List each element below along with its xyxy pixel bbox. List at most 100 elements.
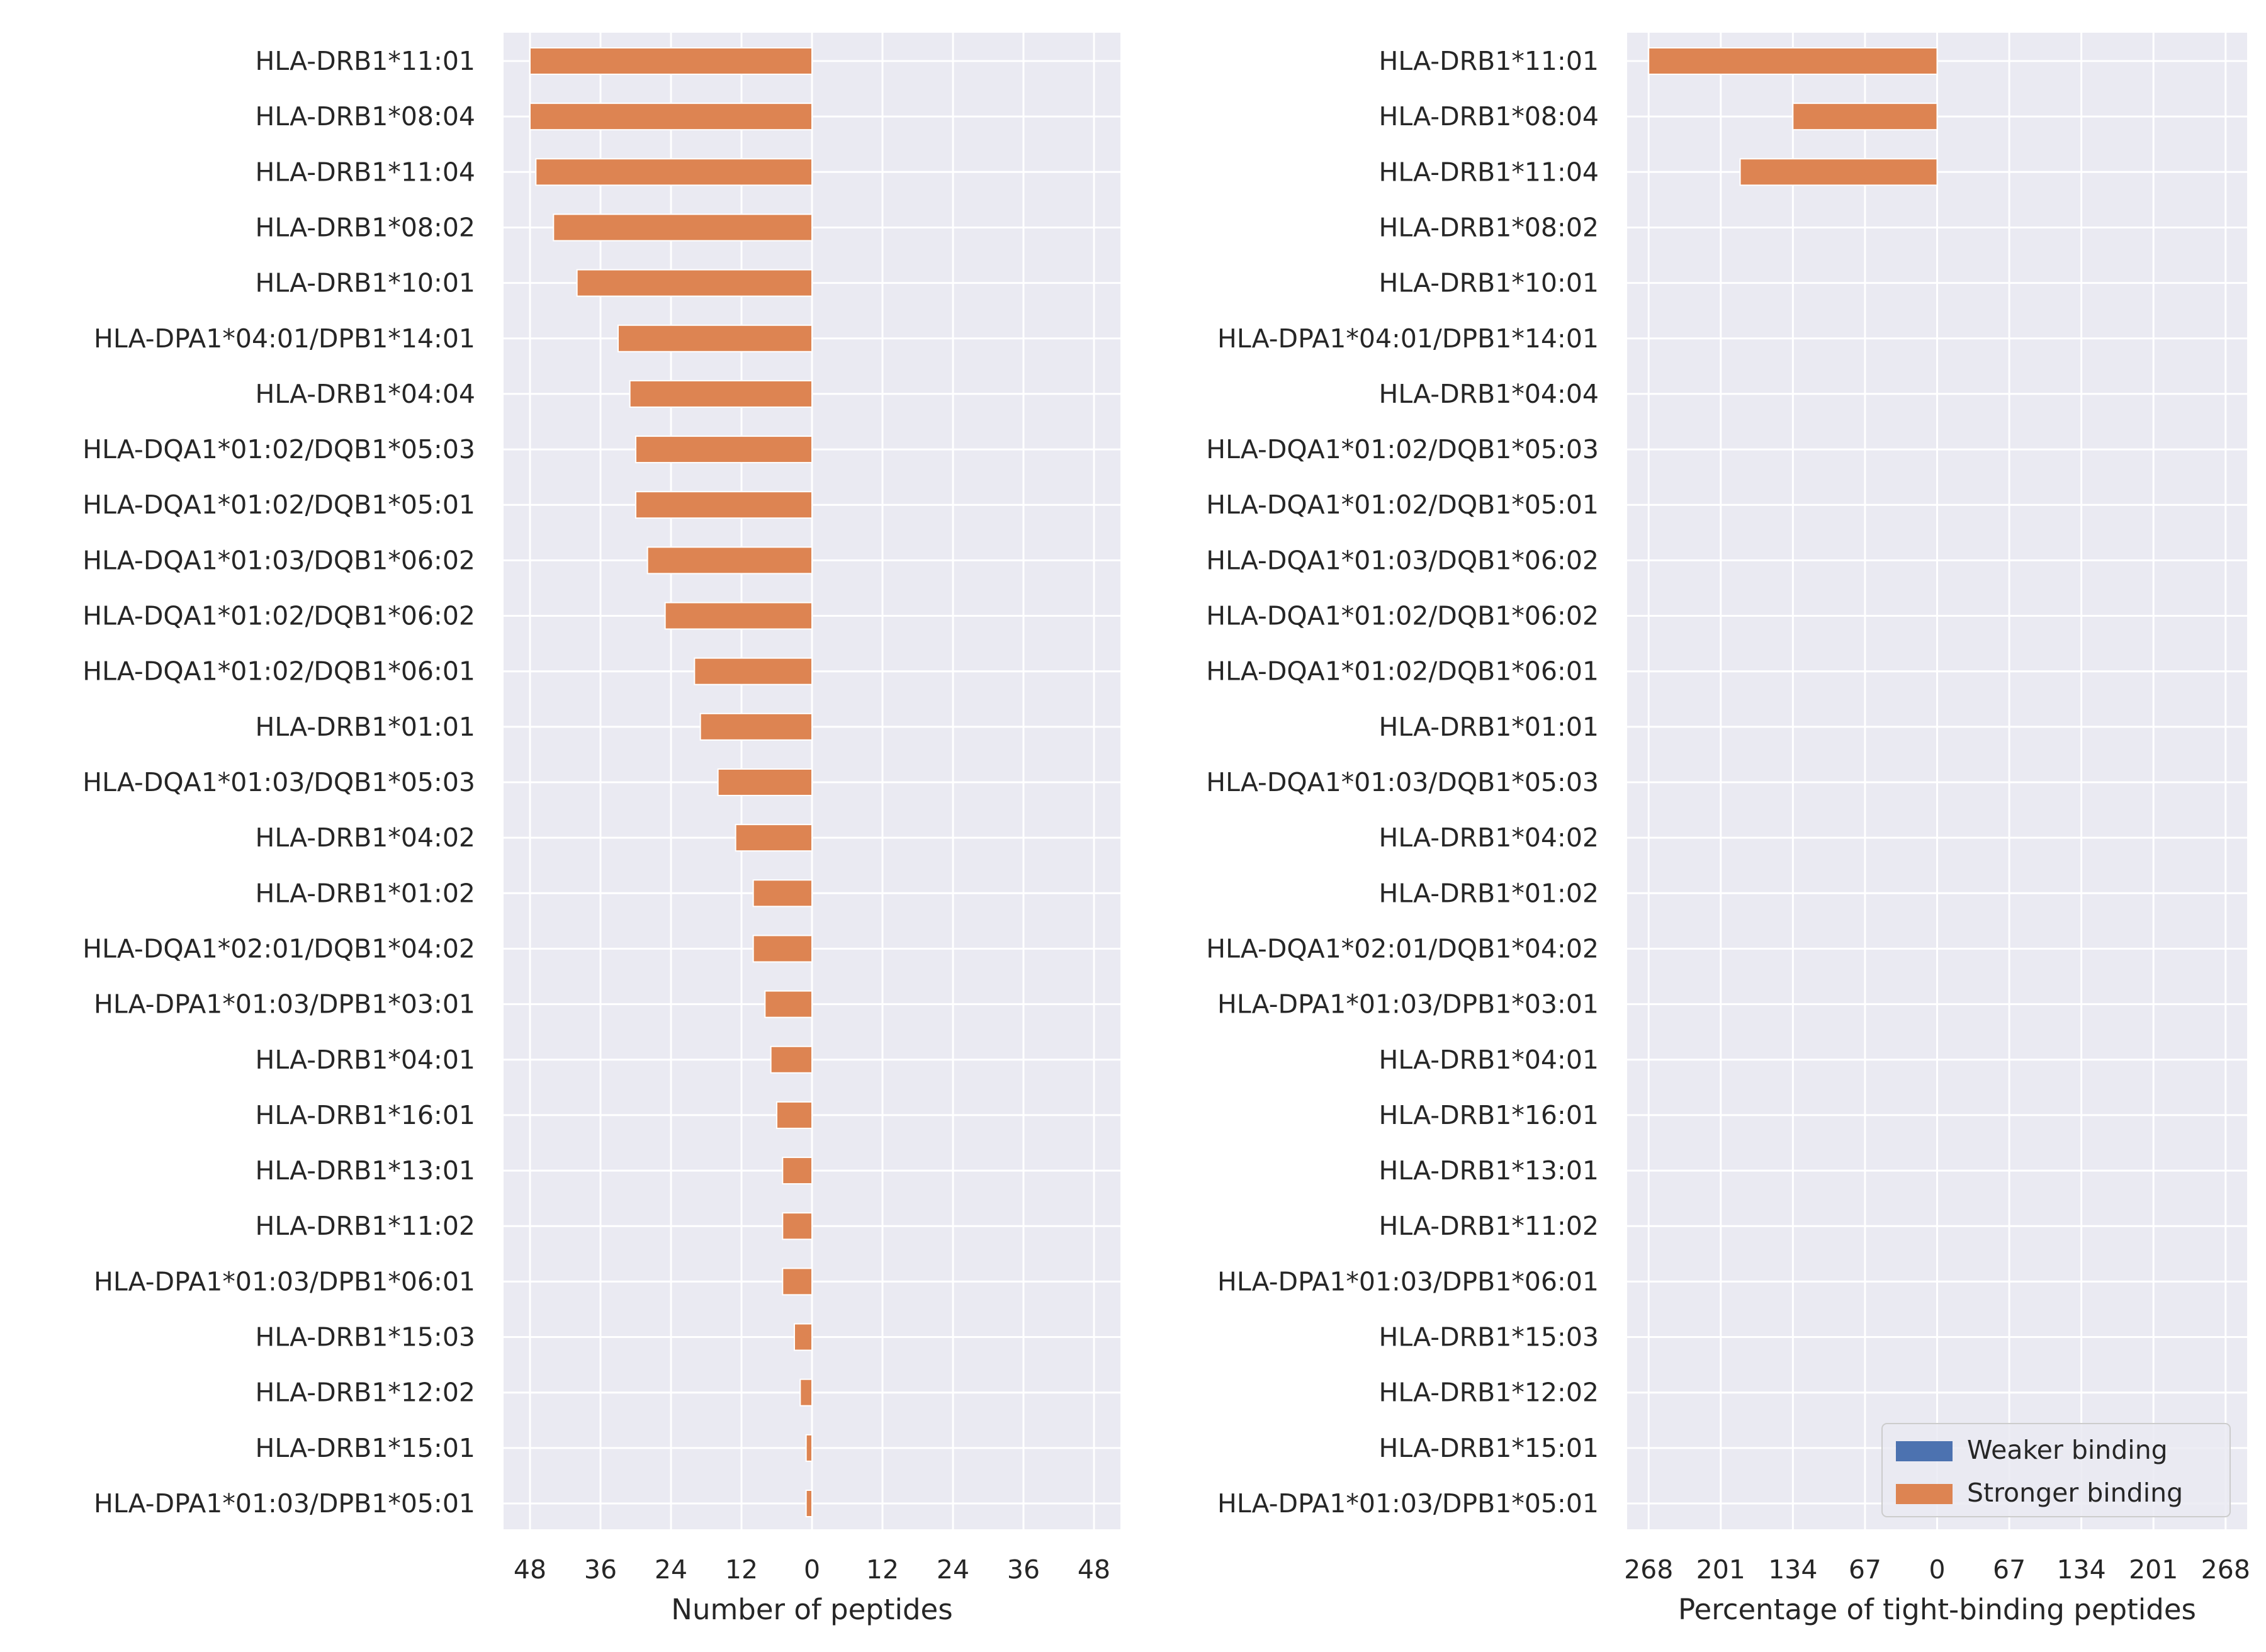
y-tick-label: HLA-DQA1*01:02/DQB1*05:01 (1206, 490, 1599, 520)
bar-stronger-binding (529, 103, 813, 131)
legend: Weaker binding Stronger binding (1881, 1423, 2231, 1517)
bar-stronger-binding (664, 602, 813, 630)
legend-label: Weaker binding (1967, 1435, 2168, 1465)
y-tick-label: HLA-DQA1*02:01/DQB1*04:02 (82, 933, 475, 964)
bar-stronger-binding (617, 324, 813, 352)
y-tick-label: HLA-DRB1*04:02 (256, 823, 475, 853)
bar-stronger-binding (735, 824, 813, 852)
y-tick-label: HLA-DRB1*01:01 (1379, 712, 1599, 742)
y-tick-label: HLA-DRB1*13:01 (1379, 1155, 1599, 1186)
bar-stronger-binding (782, 1267, 813, 1296)
y-tick-label: HLA-DRB1*10:01 (1379, 268, 1599, 298)
y-tick-label: HLA-DPA1*04:01/DPB1*14:01 (1217, 323, 1599, 354)
x-tick-label: 12 (725, 1554, 758, 1585)
y-tick-label: HLA-DPA1*01:03/DPB1*06:01 (1217, 1266, 1599, 1296)
y-tick-label: HLA-DRB1*16:01 (256, 1100, 475, 1130)
bar-stronger-binding (529, 47, 813, 75)
x-tick-label: 268 (1624, 1554, 1673, 1585)
x-tick-label: 67 (1849, 1554, 1881, 1585)
bar-stronger-binding (699, 712, 813, 741)
y-tick-label: HLA-DRB1*12:02 (1379, 1378, 1599, 1408)
bar-stronger-binding (535, 158, 813, 186)
bar-stronger-binding (782, 1212, 813, 1240)
bar-stronger-binding (635, 435, 813, 464)
bar-stronger-binding (629, 379, 813, 408)
y-tick-label: HLA-DPA1*01:03/DPB1*05:01 (1217, 1488, 1599, 1519)
x-tick-label: 48 (514, 1554, 546, 1585)
y-tick-label: HLA-DRB1*12:02 (256, 1378, 475, 1408)
x-tick-label: 0 (804, 1554, 820, 1585)
y-tick-label: HLA-DRB1*11:02 (256, 1211, 475, 1241)
bar-stronger-binding (770, 1045, 813, 1074)
y-tick-label: HLA-DPA1*01:03/DPB1*06:01 (94, 1266, 475, 1296)
x-tick-label: 36 (1007, 1554, 1040, 1585)
bar-stronger-binding (805, 1490, 813, 1517)
y-tick-label: HLA-DRB1*04:02 (1379, 823, 1599, 853)
legend-swatch (1896, 1484, 1953, 1504)
y-tick-label: HLA-DQA1*01:02/DQB1*06:01 (82, 656, 475, 687)
chart-panel-2: HLA-DRB1*11:01 HLA-DRB1*08:04 HLA-DRB1*11:… (1206, 33, 2250, 1626)
y-tick-label: HLA-DRB1*15:03 (256, 1322, 475, 1352)
y-tick-label: HLA-DRB1*01:02 (256, 878, 475, 908)
y-tick-label: HLA-DPA1*01:03/DPB1*03:01 (1217, 989, 1599, 1020)
x-tick-label: 67 (1993, 1554, 2026, 1585)
y-tick-label: HLA-DPA1*04:01/DPB1*14:01 (94, 323, 475, 354)
y-tick-label: HLA-DRB1*11:02 (1379, 1211, 1599, 1241)
y-tick-label: HLA-DQA1*01:03/DQB1*06:02 (1206, 545, 1599, 575)
bar-stronger-binding (553, 213, 813, 242)
y-tick-label: HLA-DQA1*01:02/DQB1*05:03 (1206, 434, 1599, 464)
chart-panel-1: HLA-DRB1*11:01 HLA-DRB1*08:04 HLA-DRB1*11:… (82, 33, 1120, 1626)
x-tick-label: 12 (866, 1554, 899, 1585)
bar-stronger-binding (752, 879, 813, 907)
x-axis-label: Number of peptides (671, 1593, 952, 1626)
bar-stronger-binding (635, 491, 813, 519)
bar-stronger-binding (776, 1101, 813, 1129)
y-tick-label: HLA-DRB1*04:04 (256, 379, 475, 409)
bar-stronger-binding (576, 269, 813, 297)
bar-stronger-binding (1648, 47, 1938, 75)
y-tick-label: HLA-DQA1*01:03/DQB1*05:03 (82, 767, 475, 797)
y-tick-label: HLA-DQA1*01:02/DQB1*06:02 (82, 601, 475, 631)
y-tick-label: HLA-DQA1*01:02/DQB1*06:01 (1206, 656, 1599, 687)
y-tick-label: HLA-DRB1*11:01 (256, 46, 475, 76)
x-tick-label: 201 (2129, 1554, 2178, 1585)
y-tick-label: HLA-DRB1*10:01 (256, 268, 475, 298)
y-tick-label: HLA-DQA1*01:03/DQB1*05:03 (1206, 767, 1599, 797)
y-tick-label: HLA-DQA1*01:02/DQB1*05:01 (82, 490, 475, 520)
y-tick-label: HLA-DRB1*04:04 (1379, 379, 1599, 409)
legend-label: Stronger binding (1967, 1478, 2183, 1508)
y-tick-label: HLA-DRB1*08:04 (1379, 101, 1599, 132)
bar-stronger-binding (799, 1378, 813, 1407)
y-tick-label: HLA-DRB1*01:02 (1379, 878, 1599, 908)
y-tick-label: HLA-DRB1*13:01 (256, 1155, 475, 1186)
y-tick-label: HLA-DRB1*15:03 (1379, 1322, 1599, 1352)
bar-stronger-binding (794, 1323, 813, 1351)
bar-stronger-binding (752, 935, 813, 963)
y-tick-label: HLA-DRB1*11:01 (1379, 46, 1599, 76)
x-tick-label: 268 (2201, 1554, 2250, 1585)
y-tick-label: HLA-DRB1*15:01 (1379, 1433, 1599, 1463)
bar-stronger-binding (805, 1434, 813, 1462)
bar-stronger-binding (646, 546, 813, 575)
x-tick-label: 134 (1768, 1554, 1817, 1585)
bar-stronger-binding (1739, 158, 1938, 186)
x-tick-label: 24 (655, 1554, 687, 1585)
y-tick-label: HLA-DQA1*01:02/DQB1*05:03 (82, 434, 475, 464)
y-tick-label: HLA-DRB1*15:01 (256, 1433, 475, 1463)
y-tick-label: HLA-DQA1*01:02/DQB1*06:02 (1206, 601, 1599, 631)
y-tick-label: HLA-DRB1*04:01 (1379, 1045, 1599, 1075)
y-tick-label: HLA-DRB1*11:04 (256, 157, 475, 187)
x-axis-label: Percentage of tight-binding peptides (1678, 1593, 2196, 1626)
x-tick-label: 0 (1929, 1554, 1945, 1585)
y-tick-label: HLA-DPA1*01:03/DPB1*05:01 (94, 1488, 475, 1519)
bar-stronger-binding (764, 990, 813, 1018)
bar-stronger-binding (717, 768, 813, 796)
y-tick-label: HLA-DPA1*01:03/DPB1*03:01 (94, 989, 475, 1020)
x-tick-label: 48 (1078, 1554, 1110, 1585)
y-tick-label: HLA-DQA1*02:01/DQB1*04:02 (1206, 933, 1599, 964)
legend-box (1881, 1423, 2231, 1517)
y-tick-label: HLA-DRB1*08:04 (256, 101, 475, 132)
bar-stronger-binding (694, 657, 813, 685)
y-tick-label: HLA-DRB1*01:01 (256, 712, 475, 742)
